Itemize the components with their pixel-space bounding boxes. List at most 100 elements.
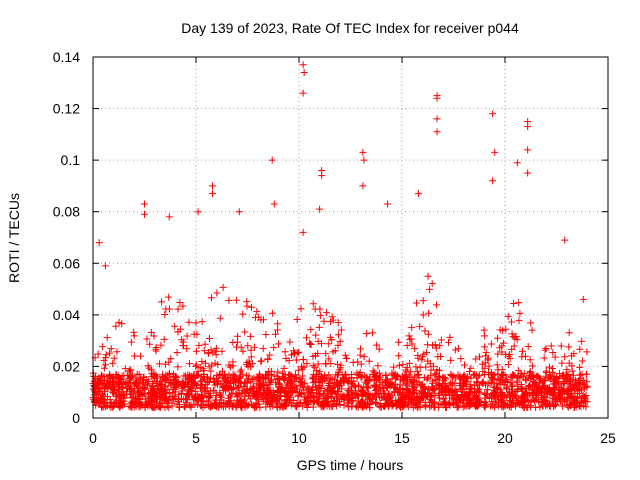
data-point: [532, 383, 540, 391]
data-point: [234, 332, 242, 340]
data-point: [137, 352, 145, 360]
data-point: [110, 402, 118, 410]
y-tick-label: 0: [72, 410, 80, 426]
data-point: [174, 363, 182, 371]
data-point: [582, 392, 590, 399]
data-point: [179, 338, 187, 346]
data-point: [247, 332, 255, 340]
data-point: [433, 128, 441, 136]
data-point: [325, 340, 333, 348]
data-point: [269, 393, 277, 401]
data-point: [103, 402, 111, 410]
data-point: [481, 364, 489, 372]
data-point: [420, 383, 428, 391]
data-point: [95, 399, 103, 407]
data-point: [115, 318, 123, 326]
data-point: [411, 345, 419, 353]
data-point: [286, 371, 294, 379]
data-point: [405, 403, 413, 411]
data-point: [328, 388, 336, 396]
data-point: [250, 374, 258, 382]
data-point: [424, 272, 432, 280]
data-point: [208, 182, 216, 190]
data-point: [96, 377, 104, 385]
data-point: [95, 239, 103, 247]
data-point: [232, 296, 240, 304]
data-point: [382, 377, 390, 385]
data-point: [413, 399, 421, 407]
data-point: [414, 354, 422, 362]
data-point: [341, 351, 349, 359]
data-point: [309, 352, 317, 360]
data-point: [288, 378, 296, 386]
axis-ticks: [92, 56, 609, 419]
data-point: [377, 403, 385, 411]
data-point: [555, 384, 563, 392]
data-point: [312, 331, 320, 339]
data-point: [325, 371, 333, 379]
data-point: [344, 378, 352, 386]
data-point: [239, 347, 247, 355]
data-point: [375, 345, 383, 353]
data-point: [512, 392, 520, 400]
data-point: [435, 381, 443, 389]
data-point: [322, 360, 330, 368]
data-point: [430, 403, 438, 411]
data-point: [227, 393, 235, 401]
data-point: [466, 388, 474, 396]
data-point: [315, 376, 323, 384]
data-point: [96, 378, 104, 386]
data-point: [398, 372, 406, 380]
data-point: [103, 376, 111, 384]
data-point: [582, 370, 590, 378]
data-point: [395, 338, 403, 346]
data-point: [580, 383, 588, 391]
data-point: [112, 398, 120, 406]
data-point: [191, 394, 199, 402]
data-point: [315, 389, 323, 397]
data-point: [307, 326, 315, 334]
y-tick-label: 0.06: [53, 255, 80, 271]
data-point: [530, 372, 538, 380]
data-point: [198, 357, 206, 365]
data-point: [107, 345, 115, 353]
data-point: [333, 381, 341, 389]
data-point: [279, 385, 287, 393]
x-axis-title: GPS time / hours: [297, 457, 404, 473]
data-point: [294, 366, 302, 374]
data-point: [294, 349, 302, 357]
data-point: [342, 354, 350, 362]
data-point: [489, 177, 497, 185]
data-point: [134, 396, 142, 404]
data-point: [431, 371, 439, 379]
data-point: [218, 347, 226, 355]
data-point: [144, 381, 152, 389]
data-point: [247, 303, 255, 311]
data-point: [386, 383, 394, 391]
data-point: [140, 383, 148, 391]
data-point: [453, 404, 461, 412]
data-point: [149, 378, 157, 386]
data-point: [398, 390, 406, 398]
data-point: [312, 372, 320, 380]
data-point: [374, 362, 382, 370]
data-point: [200, 391, 208, 399]
data-point: [112, 371, 120, 379]
data-point: [295, 348, 303, 356]
data-point: [522, 384, 530, 392]
data-point: [247, 353, 255, 361]
data-point: [201, 359, 209, 367]
data-point: [229, 358, 237, 366]
data-point: [290, 396, 298, 404]
data-point: [173, 379, 181, 387]
data-point: [289, 387, 297, 395]
data-point: [340, 392, 348, 400]
data-point: [218, 393, 226, 401]
data-point: [466, 400, 474, 408]
data-point: [173, 400, 181, 408]
data-point: [419, 394, 427, 402]
data-point: [504, 360, 512, 368]
data-point: [171, 384, 179, 392]
data-point: [526, 356, 534, 364]
data-point: [119, 383, 127, 391]
